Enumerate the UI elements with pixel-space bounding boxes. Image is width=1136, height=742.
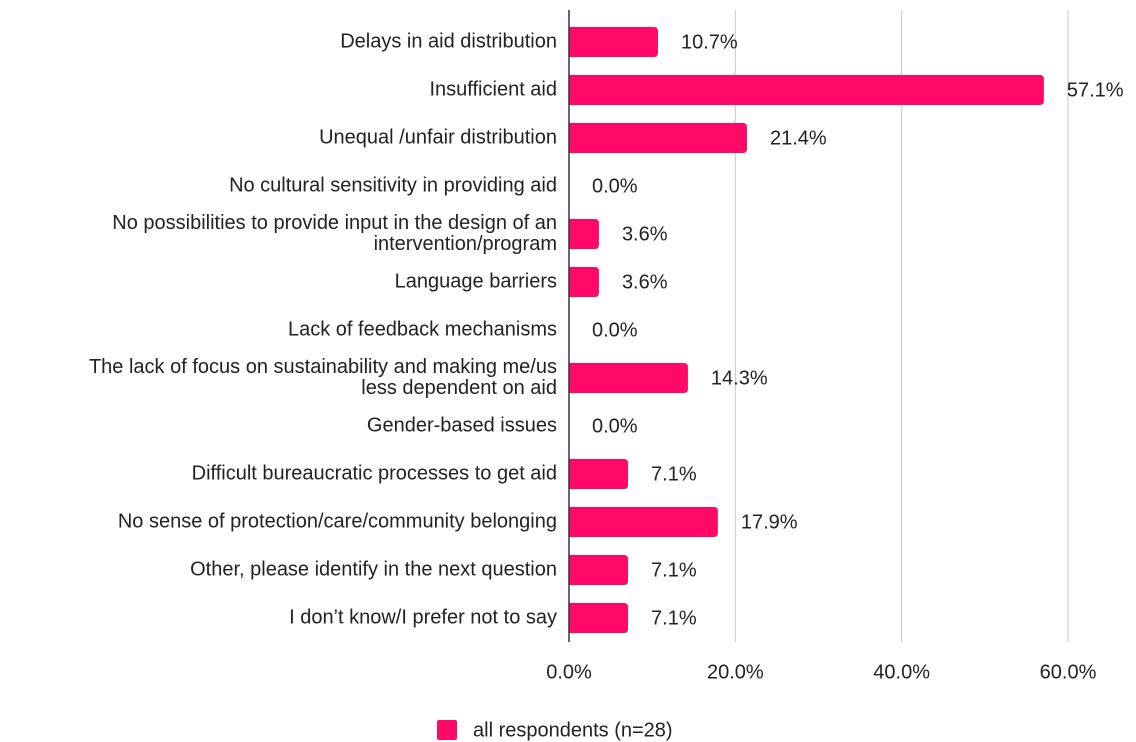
x-tick-label: 40.0% — [873, 661, 930, 683]
value-label: 0.0% — [592, 415, 638, 437]
y-tick-label: Unequal /unfair distribution — [319, 126, 557, 149]
bar — [569, 219, 599, 249]
x-tick-label: 0.0% — [546, 661, 592, 683]
value-label: 14.3% — [711, 367, 768, 389]
bar — [569, 603, 629, 633]
y-tick-label: Difficult bureaucratic processes to get … — [191, 462, 557, 485]
value-label: 7.1% — [651, 607, 697, 629]
x-tick-label: 60.0% — [1040, 661, 1097, 683]
y-tick-label: No possibilities to provide input in the… — [112, 212, 557, 255]
value-label: 10.7% — [681, 31, 738, 53]
bar — [569, 27, 658, 57]
value-label: 57.1% — [1067, 79, 1124, 101]
legend-label: all respondents (n=28) — [473, 719, 673, 741]
bar — [569, 555, 629, 585]
y-tick-label: Other, please identify in the next quest… — [190, 558, 557, 581]
y-tick-label: Lack of feedback mechanisms — [287, 318, 557, 341]
y-tick-label: No sense of protection/care/community be… — [117, 510, 557, 533]
y-tick-label: The lack of focus on sustainability and … — [88, 356, 557, 399]
value-label: 0.0% — [592, 175, 638, 197]
y-tick-label: No cultural sensitivity in providing aid — [229, 174, 557, 197]
value-label: 7.1% — [651, 463, 697, 485]
bar — [569, 267, 599, 297]
y-tick-label: Insufficient aid — [429, 78, 558, 101]
value-label: 7.1% — [651, 559, 697, 581]
value-label: 3.6% — [622, 223, 668, 245]
y-tick-label: I don’t know/I prefer not to say — [289, 606, 557, 629]
y-tick-label: Delays in aid distribution — [340, 30, 557, 53]
y-tick-label: Gender-based issues — [366, 414, 557, 437]
bar — [569, 507, 718, 537]
value-label: 17.9% — [741, 511, 798, 533]
x-tick-label: 20.0% — [707, 661, 764, 683]
value-label: 21.4% — [770, 127, 827, 149]
value-label: 0.0% — [592, 319, 638, 341]
bar — [569, 459, 629, 489]
legend-swatch — [437, 720, 457, 740]
bar — [569, 363, 688, 393]
value-label: 3.6% — [622, 271, 668, 293]
bar — [569, 123, 747, 153]
y-tick-label: Language barriers — [394, 270, 557, 293]
bar — [569, 75, 1044, 105]
